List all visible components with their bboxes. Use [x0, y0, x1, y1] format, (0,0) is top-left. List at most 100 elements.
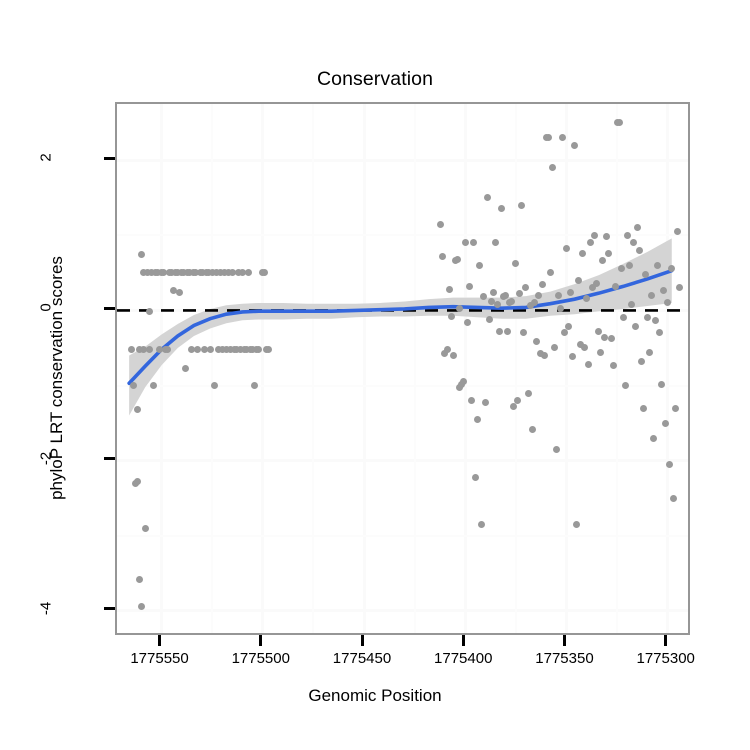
gridline-horizontal [117, 459, 688, 463]
data-point [520, 329, 528, 337]
data-point [447, 312, 455, 320]
data-point [188, 345, 196, 353]
data-point [133, 406, 141, 414]
data-point [575, 276, 583, 284]
data-point [607, 335, 615, 343]
data-point [558, 134, 566, 142]
data-point [224, 269, 232, 277]
x-axis-tick-label: 1775300 [636, 650, 695, 667]
gridline-horizontal-minor [117, 234, 688, 237]
data-point [488, 297, 496, 305]
gridline-horizontal [117, 609, 688, 613]
data-point [528, 425, 536, 433]
data-point [234, 269, 242, 277]
data-point [473, 415, 481, 423]
data-point [591, 231, 599, 239]
data-point [583, 294, 591, 302]
data-point [637, 357, 645, 365]
data-point [143, 269, 151, 277]
data-point [585, 360, 593, 368]
x-axis-tick-label: 1775450 [332, 650, 392, 667]
data-point [658, 380, 666, 388]
data-point [439, 252, 447, 260]
data-point [210, 382, 218, 389]
data-point [212, 269, 220, 277]
data-point [514, 397, 522, 405]
data-point [623, 231, 631, 239]
x-axis-tick [461, 635, 465, 646]
gridline-vertical-minor [211, 104, 214, 633]
x-axis-tick [259, 635, 263, 646]
data-point [156, 345, 164, 353]
data-point [192, 269, 200, 277]
gridline-vertical [160, 104, 164, 633]
data-point [139, 345, 147, 353]
smooth-layer [117, 238, 688, 416]
data-point [639, 404, 647, 412]
data-point [631, 323, 639, 331]
data-point [518, 201, 526, 209]
data-point [676, 284, 684, 292]
gridline-horizontal-minor [117, 534, 688, 537]
gridline-horizontal [117, 158, 688, 162]
data-point [611, 282, 619, 290]
data-point [664, 299, 672, 307]
loess-trend-line [127, 268, 674, 386]
data-point [548, 164, 556, 172]
data-point [530, 299, 538, 307]
data-point [479, 293, 487, 301]
data-point [200, 345, 208, 353]
data-point [633, 224, 641, 232]
data-point [670, 494, 678, 502]
data-point [170, 287, 178, 295]
data-point [635, 246, 643, 254]
data-point [481, 398, 489, 406]
gridline-vertical [463, 104, 467, 633]
data-point [601, 333, 609, 341]
data-point [208, 269, 216, 277]
data-point [562, 245, 570, 253]
data-point [492, 239, 500, 247]
data-point [467, 397, 475, 405]
data-point [550, 344, 558, 352]
data-point [137, 603, 145, 611]
data-point [220, 269, 228, 277]
data-point [164, 345, 172, 353]
data-point [619, 314, 627, 322]
data-point [564, 323, 572, 331]
chart-title: Conservation [316, 68, 434, 90]
data-point [536, 350, 544, 358]
data-point [625, 261, 633, 269]
data-point [504, 327, 512, 335]
data-point [459, 377, 467, 385]
data-point [629, 239, 637, 247]
data-point [522, 284, 530, 292]
data-point [579, 249, 587, 257]
data-point [243, 345, 251, 353]
data-point [477, 520, 485, 528]
data-point [666, 460, 674, 468]
x-axis-tick [664, 635, 668, 646]
data-point [206, 345, 214, 353]
data-point [573, 520, 581, 528]
gridline-vertical [666, 104, 670, 633]
data-point [593, 279, 601, 287]
data-point [599, 257, 607, 265]
data-point [145, 345, 153, 353]
x-axis-tick [360, 635, 364, 646]
plot-panel [115, 102, 690, 635]
data-point [494, 300, 502, 308]
data-point [540, 351, 548, 359]
data-point [508, 297, 516, 305]
data-point [137, 251, 145, 259]
data-point [245, 269, 253, 277]
data-point [461, 239, 469, 247]
data-point [581, 344, 589, 352]
data-point [441, 350, 449, 358]
data-point [249, 345, 257, 353]
data-point [453, 255, 461, 263]
x-axis-tick [562, 635, 566, 646]
x-axis-title: Genomic Position [308, 686, 442, 705]
x-axis-tick-label: 1775350 [535, 650, 594, 667]
